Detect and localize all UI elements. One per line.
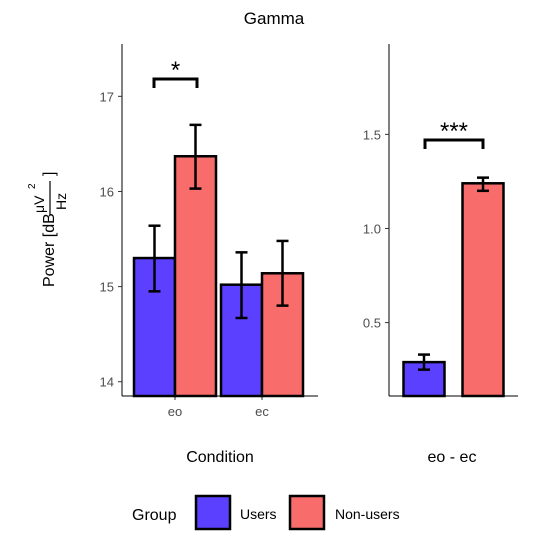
y-axis-title-superscript: 2 [27,183,38,189]
right-panel: 0.5 1.0 1.5 *** [363,44,518,398]
left-bar [173,155,218,398]
y-axis-title-suffix: ] [41,172,58,176]
legend-key-users [194,494,232,531]
right-y-tick-label: 1.5 [363,127,381,142]
left-y-tick-label: 16 [100,184,114,199]
chart-title: Gamma [244,9,305,28]
legend-label-nonusers: Non-users [335,506,400,522]
legend-key-nonusers [288,494,326,531]
y-axis-title: Power [dB μV 2 Hz ] [27,172,69,287]
y-axis-title-numerator: μV [31,195,47,213]
left-significance-bracket [152,77,199,88]
legend-title: Group [132,507,177,524]
left-x-tick-label: eo [168,404,182,419]
left-y-tick-label: 15 [100,280,114,295]
right-x-axis-title: eo - ec [428,449,477,466]
right-y-tick-label: 0.5 [363,316,381,331]
left-y-tick-label: 17 [100,89,114,104]
left-x-tick-label: ec [255,404,269,419]
left-y-tick-label: 14 [100,375,114,390]
left-significance-label: * [171,57,180,84]
y-axis-title-prefix: Power [dB [41,213,58,287]
legend: Group Users Non-users [132,494,400,531]
right-significance-label: *** [440,118,468,145]
legend-label-users: Users [240,506,277,522]
right-significance-bracket [423,138,485,149]
left-panel: 14 15 16 17 eo ec * [100,44,318,419]
right-bar [461,182,505,398]
right-y-tick-label: 1.0 [363,221,381,236]
left-x-axis-title: Condition [186,449,254,466]
y-axis-title-denominator: Hz [53,193,69,210]
